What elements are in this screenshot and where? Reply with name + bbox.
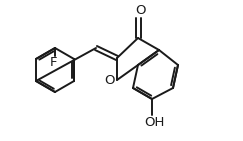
Text: F: F bbox=[49, 57, 57, 70]
Text: OH: OH bbox=[144, 116, 164, 129]
Text: O: O bbox=[135, 5, 145, 17]
Text: O: O bbox=[104, 74, 114, 88]
